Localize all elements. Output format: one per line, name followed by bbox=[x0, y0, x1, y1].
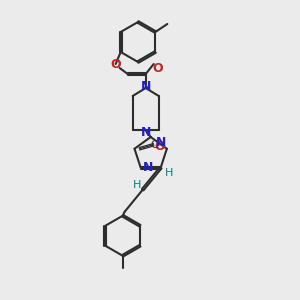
Text: N: N bbox=[140, 125, 151, 139]
Text: H: H bbox=[164, 168, 173, 178]
Text: C: C bbox=[151, 140, 158, 150]
Text: N: N bbox=[142, 161, 153, 174]
Text: O: O bbox=[110, 58, 121, 70]
Text: N: N bbox=[140, 80, 151, 92]
Text: O: O bbox=[154, 140, 165, 153]
Text: O: O bbox=[152, 61, 163, 74]
Text: N: N bbox=[156, 136, 167, 149]
Text: H: H bbox=[133, 180, 141, 190]
